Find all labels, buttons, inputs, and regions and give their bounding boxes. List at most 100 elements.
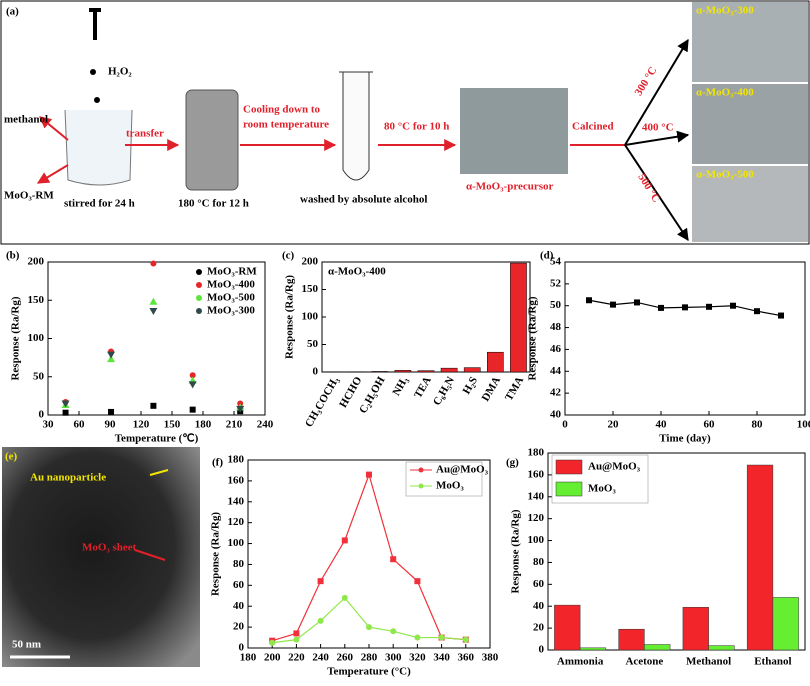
arrow bbox=[624, 144, 689, 242]
x-tick-label: Acetone bbox=[625, 656, 663, 668]
y-tick-label: 20 bbox=[233, 621, 245, 633]
y-tick-label: 48 bbox=[550, 321, 562, 333]
sem-image bbox=[460, 88, 568, 174]
y-tick-label: 150 bbox=[28, 294, 45, 306]
bar bbox=[463, 367, 481, 373]
bar bbox=[371, 371, 389, 373]
point bbox=[390, 556, 397, 563]
point bbox=[108, 408, 115, 415]
x-tick-label: 260 bbox=[337, 652, 354, 664]
point bbox=[658, 304, 664, 311]
x-tick-label: 220 bbox=[288, 652, 305, 664]
y-tick-label: 160 bbox=[528, 468, 545, 480]
y-tick-label: 54 bbox=[550, 256, 562, 268]
bar bbox=[394, 370, 412, 373]
point bbox=[366, 624, 372, 631]
y-tick-label: 180 bbox=[228, 454, 245, 466]
point bbox=[414, 634, 421, 641]
y-tick-label: 50 bbox=[550, 299, 562, 311]
y-axis-label: Response (Ra/Rg) bbox=[527, 296, 539, 380]
y-tick-label: 40 bbox=[233, 600, 245, 612]
y-tick-label: 80 bbox=[533, 556, 545, 568]
point bbox=[149, 307, 158, 315]
legend-label: Au@MoO₃ bbox=[436, 464, 489, 476]
point bbox=[610, 301, 616, 308]
y-tick-label: 0 bbox=[39, 409, 45, 421]
point bbox=[150, 260, 157, 267]
x-tick-label: 300 bbox=[385, 652, 402, 664]
x-tick-label: 210 bbox=[226, 419, 243, 431]
bar bbox=[417, 370, 435, 373]
sem-image bbox=[692, 166, 808, 242]
label: methanol bbox=[4, 114, 48, 126]
legend-marker bbox=[196, 295, 202, 301]
y-tick-label: 0 bbox=[313, 366, 319, 378]
label: Cooling down to bbox=[243, 104, 321, 116]
drop bbox=[90, 69, 96, 75]
bar bbox=[618, 628, 645, 651]
pointer bbox=[134, 549, 166, 561]
x-axis-label: Time (day) bbox=[659, 433, 711, 445]
point bbox=[293, 630, 300, 637]
label: α-MoO₃-500 bbox=[696, 169, 754, 181]
arrow bbox=[39, 116, 69, 141]
x-tick-label: Methanol bbox=[686, 656, 731, 668]
point bbox=[754, 308, 760, 315]
sem-image bbox=[692, 84, 808, 164]
label: washed by absolute alcohol bbox=[300, 194, 427, 206]
legend-marker bbox=[196, 282, 202, 288]
label: room temperature bbox=[243, 119, 329, 131]
point bbox=[390, 628, 397, 635]
x-tick-label: 240 bbox=[257, 419, 274, 431]
point bbox=[317, 617, 324, 624]
arrow bbox=[624, 130, 690, 146]
panel-frame bbox=[0, 0, 810, 245]
point bbox=[366, 471, 372, 478]
x-tick-label: H₂S bbox=[461, 375, 480, 397]
label: α-MoO₃-400 bbox=[696, 87, 754, 99]
label: α-MoO₃-precursor bbox=[466, 181, 554, 193]
label: MoO₃-RM bbox=[4, 190, 54, 202]
y-tick-label: 60 bbox=[233, 579, 245, 591]
point bbox=[293, 636, 300, 643]
sem-image bbox=[692, 2, 808, 82]
x-tick-label: NH₃ bbox=[390, 374, 411, 398]
y-tick-label: 50 bbox=[33, 370, 45, 382]
y-tick-label: 180 bbox=[528, 447, 545, 459]
legend-swatch bbox=[555, 459, 583, 475]
point bbox=[62, 409, 69, 416]
bar bbox=[440, 367, 458, 373]
x-tick-label: CH₃COCH₃ bbox=[303, 374, 342, 429]
label: 50 nm bbox=[12, 639, 41, 651]
y-tick-label: 100 bbox=[528, 534, 545, 546]
y-tick-label: 150 bbox=[302, 283, 319, 295]
point bbox=[730, 302, 736, 309]
point bbox=[61, 400, 70, 408]
label: stirred for 24 h bbox=[64, 198, 135, 210]
point bbox=[634, 299, 640, 306]
point bbox=[586, 297, 592, 304]
y-tick-label: 140 bbox=[228, 495, 245, 507]
plot-frame bbox=[547, 452, 806, 651]
x-tick-label: 100 bbox=[797, 419, 810, 431]
point bbox=[107, 355, 116, 363]
legend-label: MoO₃-300 bbox=[207, 305, 255, 317]
x-tick-label: 280 bbox=[361, 652, 378, 664]
point bbox=[706, 303, 712, 310]
x-tick-label: TEA bbox=[412, 375, 434, 401]
x-tick-label: 180 bbox=[240, 652, 257, 664]
y-axis-label: Response (Ra/Rg) bbox=[10, 296, 22, 380]
legend-label: MoO₃-RM bbox=[207, 266, 257, 278]
label: Calcined bbox=[572, 121, 614, 133]
x-axis-label: Temperature (℃) bbox=[115, 433, 199, 445]
point bbox=[341, 594, 348, 601]
label: transfer bbox=[126, 128, 164, 140]
x-tick-label: 340 bbox=[433, 652, 450, 664]
y-tick-label: 44 bbox=[550, 365, 562, 377]
panel-label: (a) bbox=[6, 6, 19, 18]
panel-label: (b) bbox=[6, 250, 20, 262]
y-tick-label: 200 bbox=[28, 256, 45, 268]
y-axis-label: Response (Ra/Rg) bbox=[510, 509, 522, 593]
x-tick-label: 150 bbox=[164, 419, 181, 431]
